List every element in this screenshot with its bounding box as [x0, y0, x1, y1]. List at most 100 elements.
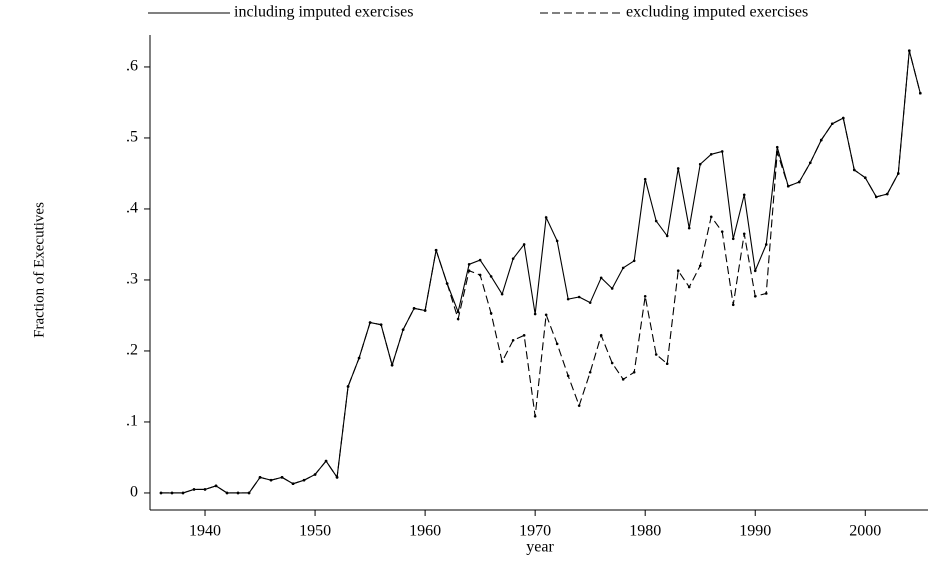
x-tick-label: 1970: [519, 523, 551, 540]
point: [588, 370, 592, 374]
point: [478, 273, 482, 277]
x-tick-label: 1940: [189, 523, 221, 540]
point: [192, 488, 196, 491]
y-tick-label: .2: [126, 342, 138, 359]
y-axis-label: Fraction of Executives: [31, 202, 47, 338]
point: [489, 275, 493, 278]
point: [643, 294, 647, 298]
point: [863, 176, 867, 180]
point: [731, 303, 735, 307]
point: [874, 195, 878, 199]
point: [720, 150, 724, 153]
point: [786, 184, 790, 188]
point: [918, 91, 922, 95]
point: [599, 276, 603, 280]
series-line: [161, 50, 921, 494]
point: [610, 361, 614, 365]
point: [412, 307, 416, 310]
x-tick-label: 2000: [849, 523, 881, 540]
point: [852, 168, 856, 172]
x-tick-label: 1960: [409, 523, 441, 540]
y-tick-label: .5: [126, 129, 138, 146]
point: [632, 370, 636, 374]
series-line: [161, 50, 921, 494]
point: [764, 243, 768, 246]
point: [676, 167, 680, 170]
point: [346, 385, 350, 388]
point: [654, 219, 658, 223]
point: [181, 491, 185, 495]
y-tick-label: .1: [126, 413, 138, 430]
point: [467, 263, 471, 266]
point: [588, 301, 592, 304]
point: [555, 239, 559, 243]
point: [610, 287, 614, 290]
point: [522, 243, 526, 246]
point: [555, 342, 559, 346]
point: [797, 180, 801, 184]
point: [830, 122, 834, 126]
point: [665, 362, 669, 366]
point: [335, 476, 339, 479]
point: [720, 230, 724, 233]
point: [434, 248, 438, 252]
point: [390, 363, 394, 367]
point: [687, 285, 691, 289]
point: [313, 473, 317, 476]
point: [566, 374, 570, 378]
point: [159, 491, 163, 495]
y-tick-label: .6: [126, 58, 138, 75]
point: [775, 145, 779, 149]
point: [841, 116, 845, 120]
y-tick-label: 0: [130, 484, 138, 501]
point: [401, 328, 405, 331]
point: [357, 356, 361, 360]
point: [775, 150, 779, 154]
point: [544, 313, 548, 317]
point: [203, 488, 207, 491]
y-tick-label: .3: [126, 271, 138, 288]
point: [731, 237, 735, 241]
point: [478, 258, 482, 262]
x-tick-label: 1950: [299, 523, 331, 540]
point: [258, 476, 262, 479]
point: [423, 309, 427, 312]
point: [170, 491, 174, 495]
point: [742, 193, 746, 197]
x-tick-label: 1990: [739, 523, 771, 540]
point: [291, 482, 295, 486]
point: [456, 310, 460, 314]
point: [577, 295, 581, 299]
point: [665, 234, 669, 238]
y-tick-label: .4: [126, 200, 138, 217]
point: [225, 491, 229, 495]
point: [500, 292, 504, 296]
point: [687, 226, 691, 230]
point: [632, 259, 636, 263]
point: [500, 360, 504, 363]
point: [698, 264, 702, 268]
point: [885, 192, 889, 196]
point: [247, 491, 251, 495]
point: [214, 484, 218, 488]
point: [676, 269, 680, 273]
point: [445, 282, 449, 285]
point: [533, 312, 537, 316]
legend-label: including imputed exercises: [234, 4, 414, 21]
point: [280, 476, 284, 479]
point: [709, 152, 713, 156]
point: [302, 478, 306, 482]
point: [654, 353, 658, 356]
point: [577, 404, 581, 407]
point: [511, 257, 515, 260]
point: [819, 138, 823, 142]
point: [324, 459, 328, 463]
point: [456, 317, 460, 321]
point: [511, 339, 515, 342]
point: [698, 162, 702, 166]
point: [764, 292, 768, 295]
x-axis-label: year: [526, 539, 554, 556]
legend-label: excluding imputed exercises: [626, 4, 808, 21]
x-tick-label: 1980: [629, 523, 661, 540]
